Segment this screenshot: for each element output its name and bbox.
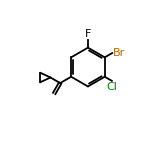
Text: F: F (85, 29, 91, 39)
Text: Br: Br (113, 48, 125, 58)
Text: Cl: Cl (106, 82, 117, 92)
